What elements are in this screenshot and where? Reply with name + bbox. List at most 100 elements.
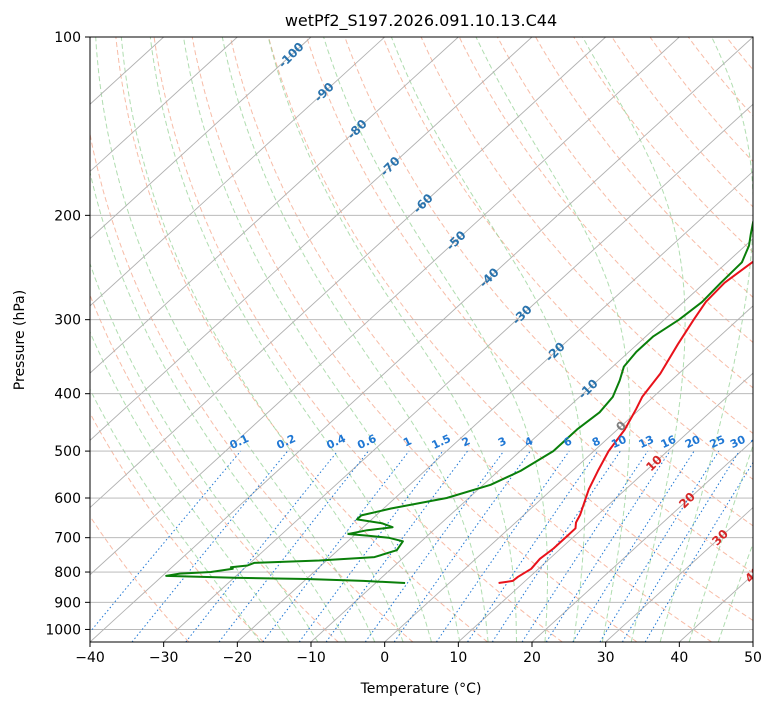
mixing-ratio-line (298, 450, 444, 642)
mixing-ratio-line (90, 450, 242, 633)
mixing-ratio-lines (90, 450, 753, 642)
moist-adiabat-line (183, 37, 461, 642)
plot-area: -100-90-80-70-60-50-40-30-20-10010203040… (90, 37, 769, 642)
mixing-ratio-line (491, 450, 621, 642)
moist-adiabat-line (267, 37, 517, 642)
dry-adiabat-line (90, 412, 264, 642)
dry-adiabat-line (90, 131, 414, 642)
y-axis: 100 200 300 400 500 600 700 800 900 1000 (45, 30, 90, 638)
moist-adiabat-line (120, 37, 404, 642)
moist-adiabat-line (90, 388, 261, 642)
dry-adiabat-line (496, 37, 753, 344)
x-tick-label: 10 (449, 650, 467, 666)
moist-adiabat-line (149, 37, 432, 642)
y-tick-label: 300 (54, 313, 81, 329)
x-tick-label: 30 (597, 650, 615, 666)
mixing-ratio-line (521, 450, 649, 642)
isotherm-line (163, 103, 753, 642)
mixing-ratio-line (393, 450, 531, 642)
isotherm-line (90, 37, 753, 642)
moist-adiabat-line (390, 37, 586, 642)
moist-adiabat-line (659, 37, 753, 642)
isotherm-line (310, 238, 753, 642)
temperature-profile (498, 260, 753, 584)
isotherm-line (90, 37, 385, 307)
dry-adiabat-line (229, 37, 712, 642)
mixing-ratio-line (545, 450, 671, 642)
moist-adiabat-line (475, 37, 631, 642)
dry-adiabat-line (382, 37, 753, 481)
x-tick-label: −10 (296, 650, 326, 666)
x-axis: −40 −30 −20 −10 0 10 20 30 40 50 (75, 642, 762, 666)
dry-adiabat-line (573, 37, 753, 253)
moist-adiabat-line (717, 542, 753, 642)
dewpoint-profile (165, 220, 753, 584)
mixing-ratio-label: 10 (609, 433, 629, 451)
mixing-ratio-label: 30 (728, 433, 748, 451)
mixing-ratio-label: 13 (637, 433, 656, 451)
dry-adiabat-line (344, 37, 753, 527)
chart-title: wetPf2_S197.2026.091.10.13.C44 (285, 11, 557, 31)
isotherm-line (384, 305, 753, 642)
moist-adiabat-line (221, 37, 489, 642)
isotherm-label: 40 (742, 564, 764, 586)
dry-adiabat-line (268, 37, 753, 622)
y-tick-label: 400 (54, 387, 81, 403)
mixing-ratio-line (435, 450, 570, 642)
mixing-ratio-label: 20 (683, 433, 703, 451)
moist-adiabat-line (323, 37, 548, 642)
mixing-ratio-line (185, 450, 338, 642)
y-tick-label: 1000 (45, 622, 81, 638)
x-axis-label: Temperature (°C) (360, 681, 482, 697)
mixing-ratio-line (572, 450, 695, 642)
moist-adiabat-line (688, 443, 753, 642)
y-tick-label: 500 (54, 444, 81, 460)
x-tick-label: 40 (670, 650, 688, 666)
mixing-ratio-label: 25 (708, 433, 727, 451)
profile-series (165, 220, 753, 584)
mixing-ratio-label: 36 (749, 433, 769, 451)
dry-adiabat-line (649, 37, 753, 163)
moist-adiabat-line (582, 37, 686, 642)
x-tick-label: −30 (149, 650, 179, 666)
mixing-ratio-label: 16 (659, 433, 679, 451)
isotherm-line (458, 372, 753, 642)
x-tick-label: −20 (223, 650, 253, 666)
x-tick-label: 20 (523, 650, 541, 666)
isotherms (90, 37, 753, 642)
x-tick-label: 0 (380, 650, 389, 666)
y-tick-label: 600 (54, 491, 81, 507)
y-tick-label: 200 (54, 208, 81, 224)
dry-adiabat-line (306, 37, 753, 574)
moist-adiabats (90, 37, 753, 642)
isotherm-line (90, 37, 238, 173)
mixing-ratio-line (262, 450, 410, 642)
dry-adiabat-line (90, 515, 190, 642)
moist-adiabat-line (90, 262, 319, 642)
mixing-ratio-line (467, 450, 599, 642)
isotherm-line (237, 170, 753, 642)
mixing-ratio-line (364, 450, 505, 642)
isotherm-line (531, 439, 753, 642)
isotherm-line (90, 37, 459, 374)
dry-adiabat-line (90, 293, 339, 642)
moist-adiabat-line (90, 169, 347, 642)
plot-frame (89, 36, 754, 643)
dry-adiabat-line (535, 37, 753, 298)
dry-adiabat-line (153, 37, 563, 642)
y-tick-label: 800 (54, 565, 81, 581)
isotherm-line (90, 37, 533, 441)
x-tick-label: 50 (744, 650, 762, 666)
y-tick-label: 700 (54, 531, 81, 547)
mixing-ratio-line (131, 450, 288, 642)
x-tick-label: −40 (75, 650, 105, 666)
y-axis-label: Pressure (hPa) (12, 290, 28, 390)
isotherm-line (90, 37, 312, 240)
dry-adiabat-line (191, 37, 638, 642)
isotherm-line (605, 506, 753, 642)
isotherm-line (90, 37, 606, 509)
isotherm-line (90, 37, 680, 576)
y-tick-label: 900 (54, 595, 81, 611)
moist-adiabat-line (90, 330, 290, 642)
